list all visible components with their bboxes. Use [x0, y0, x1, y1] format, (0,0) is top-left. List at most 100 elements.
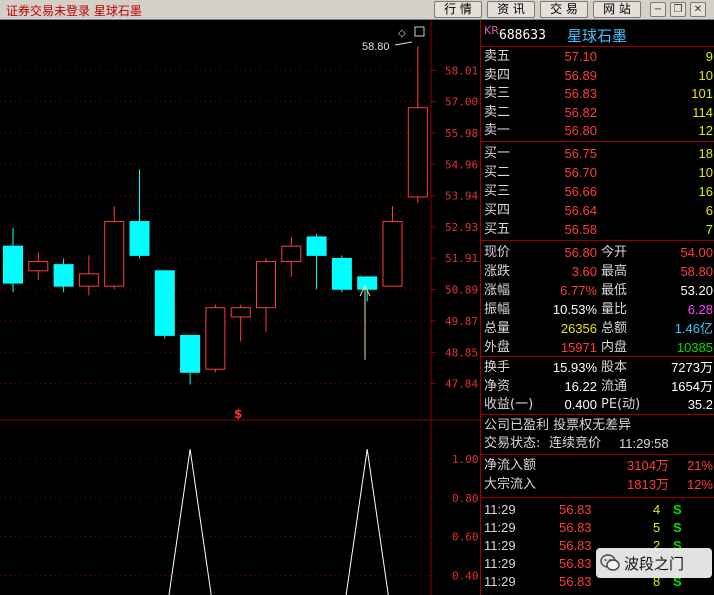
stat-label: PE(动)	[601, 397, 641, 412]
candle-body	[205, 307, 226, 370]
tick-row: 11:29 56.83 5 S	[481, 519, 714, 536]
flow-label: 大宗流入	[484, 477, 537, 492]
divider	[481, 414, 714, 415]
diamond-icon[interactable]: ◇	[398, 28, 406, 39]
stock-code: 688633	[499, 28, 546, 43]
tick-side: S	[673, 502, 682, 517]
watermark: 波段之门	[596, 548, 712, 578]
bid-row[interactable]: 买三 56.66 16	[481, 183, 714, 201]
stat-value: 58.80	[680, 264, 713, 279]
tick-volume: 2	[653, 538, 661, 553]
signal-arrow-head	[359, 284, 371, 297]
ask-price: 56.82	[564, 104, 597, 120]
bid-qty: 6	[705, 203, 713, 218]
high-price-label: 58.80	[362, 41, 390, 53]
tick-volume: 4	[653, 502, 661, 517]
candle-body	[53, 264, 74, 287]
close-icon[interactable]: ✕	[690, 2, 706, 17]
stat-row: 振幅 10.53% 量比 6.28	[481, 301, 714, 319]
bid-label: 买四	[484, 203, 511, 218]
indicator-tick-label: 0.80	[452, 492, 479, 505]
stat-label: 外盘	[484, 340, 511, 355]
stat-label: 涨跌	[484, 264, 511, 279]
stat-label: 现价	[484, 245, 511, 260]
stat-value: 15971	[560, 340, 597, 355]
stat-value: 53.20	[680, 283, 713, 298]
stat-label: 收益(一)	[484, 397, 534, 412]
bid-qty: 7	[705, 222, 713, 237]
bid-row[interactable]: 买四 56.64 6	[481, 202, 714, 220]
candle-body	[180, 334, 201, 373]
tick-price: 56.83	[559, 556, 592, 571]
stat-label: 股本	[601, 360, 628, 375]
news-button[interactable]: 资 讯	[487, 1, 535, 18]
candle-body	[28, 261, 49, 272]
stock-header: KR 688633 星球石墨	[481, 22, 714, 45]
kline-chart[interactable]: 58.01 57.00 55.98 54.96 53.94 52.93 51.91 50.89…	[0, 20, 480, 595]
tick-price: 56.83	[559, 520, 592, 535]
candle-body	[382, 221, 403, 287]
stat-label: 最低	[601, 283, 628, 298]
bid-price: 56.66	[564, 184, 597, 199]
ask-row[interactable]: 卖三 56.83 101	[481, 85, 714, 103]
tick-time: 11:29	[484, 520, 516, 535]
ask-row[interactable]: 卖二 56.82 114	[481, 104, 714, 122]
bid-row[interactable]: 买二 56.70 10	[481, 164, 714, 182]
minimize-icon[interactable]: −	[650, 2, 666, 17]
divider	[481, 240, 714, 241]
price-tick-label: 51.91	[445, 252, 478, 265]
ask-row[interactable]: 卖四 56.89 10	[481, 67, 714, 85]
stat-row: 总量 26356 总额 1.46亿	[481, 320, 714, 338]
bid-row[interactable]: 买五 56.58 7	[481, 221, 714, 239]
ask-label: 卖一	[484, 123, 511, 138]
ask-row[interactable]: 卖五 57.10 9	[481, 48, 714, 66]
stat-row: 涨幅 6.77% 最低 53.20	[481, 282, 714, 300]
bid-row[interactable]: 买一 56.75 18	[481, 145, 714, 163]
stat-value: 1654万	[671, 378, 713, 394]
quote-button[interactable]: 行 情	[434, 1, 482, 18]
website-button[interactable]: 网 站	[593, 1, 641, 18]
price-tick-label: 54.96	[445, 158, 478, 171]
ask-label: 卖五	[484, 49, 511, 64]
price-tick-label: 58.01	[445, 64, 478, 77]
window-icon[interactable]	[414, 26, 425, 37]
app-title: 证券交易未登录 星球石墨	[6, 4, 142, 18]
bid-price: 56.70	[564, 165, 597, 180]
bid-qty: 16	[698, 184, 713, 199]
divider	[481, 454, 714, 455]
bid-price: 56.64	[564, 203, 597, 218]
stat-row: 外盘 15971 内盘 10385	[481, 339, 714, 357]
ask-row[interactable]: 卖一 56.80 12	[481, 122, 714, 140]
trade-status-label: 交易状态:	[484, 436, 541, 451]
stat-value: 35.2	[687, 397, 713, 412]
stat-label: 今开	[601, 245, 628, 260]
ask-label: 卖二	[484, 104, 511, 120]
restore-icon[interactable]: ❐	[670, 2, 686, 17]
flow-label: 净流入额	[484, 458, 537, 473]
stat-value: 10385	[676, 340, 713, 355]
stat-value: 10.53%	[552, 302, 597, 317]
stat-value: 15.93%	[552, 360, 597, 375]
candle-body	[407, 107, 428, 198]
wechat-icon	[600, 554, 620, 571]
stock-name: 星球石墨	[567, 27, 628, 45]
price-tick-label: 47.84	[445, 377, 478, 390]
price-tick-label: 49.87	[445, 315, 478, 328]
stat-row: 涨跌 3.60 最高 58.80	[481, 263, 714, 281]
stat-label: 净资	[484, 378, 511, 394]
candle-body	[129, 221, 150, 256]
trade-button[interactable]: 交 易	[540, 1, 588, 18]
price-axis: 58.01 57.00 55.98 54.96 53.94 52.93 51.91 50.89…	[445, 64, 478, 390]
quote-panel: KR 688633 星球石墨 卖五 57.10 9 卖四 56.89 10 卖三 56.83 1…	[480, 20, 714, 595]
signal-marker: $	[234, 407, 242, 421]
price-tick-label: 52.93	[445, 221, 478, 234]
trade-status: 连续竞价	[549, 436, 602, 451]
flow-row: 净流入额 3104万 21%	[481, 457, 714, 475]
bid-qty: 10	[698, 165, 713, 180]
candle-body	[3, 245, 23, 284]
price-tick-label: 53.94	[445, 190, 478, 203]
flow-amount: 1813万	[627, 477, 669, 492]
stat-label: 量比	[601, 302, 628, 317]
ask-label: 卖四	[484, 67, 511, 83]
